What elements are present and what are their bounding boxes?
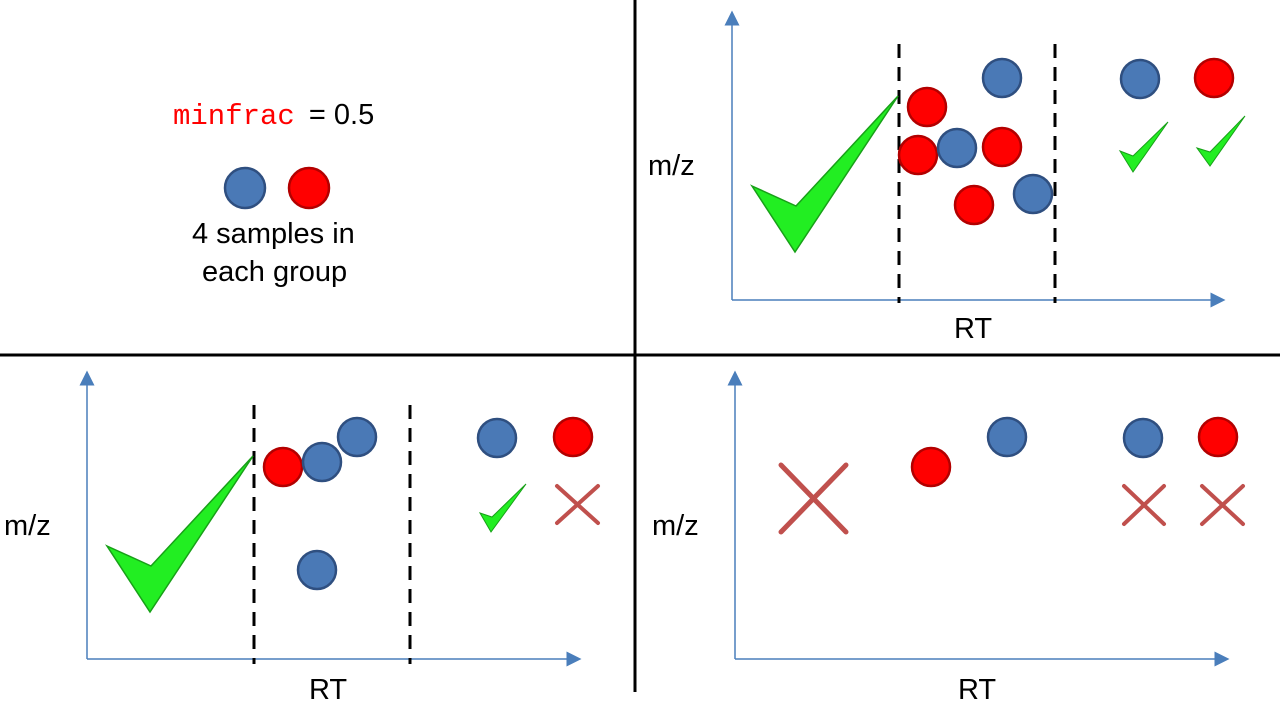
group-red-status-circle xyxy=(552,416,594,458)
y-axis-label: m/z xyxy=(648,150,695,182)
peak-red xyxy=(897,134,939,176)
peak-blue xyxy=(986,416,1028,458)
x-axis-label: RT xyxy=(954,313,993,345)
peak-blue xyxy=(981,57,1023,99)
peak-red xyxy=(906,86,948,128)
peak-blue xyxy=(1012,173,1054,215)
check-icon xyxy=(478,483,527,533)
panel-bottom-right xyxy=(727,370,1245,667)
group-blue-status-circle xyxy=(1119,58,1161,100)
panel-bottom-left xyxy=(79,370,600,667)
check-icon xyxy=(749,95,899,254)
panel-top-right xyxy=(724,10,1246,308)
group-blue-status-circle xyxy=(1122,417,1164,459)
peak-red xyxy=(981,126,1023,168)
peak-red xyxy=(262,446,304,488)
group-blue-status-circle xyxy=(476,417,518,459)
legend-blue-circle xyxy=(223,166,267,210)
param-value: = 0.5 xyxy=(308,99,375,131)
check-icon xyxy=(1195,115,1246,167)
check-icon xyxy=(1118,121,1169,173)
peak-blue xyxy=(296,549,338,591)
group-red-status-circle xyxy=(1197,416,1239,458)
check-icon xyxy=(104,455,254,614)
legend-red-circle xyxy=(287,166,331,210)
minfrac-parameter: minfrac = 0.5 xyxy=(173,99,374,133)
samples-caption-line1: 4 samples in xyxy=(192,218,355,250)
group-red-status-circle xyxy=(1193,57,1235,99)
param-name: minfrac xyxy=(173,100,295,133)
y-axis-label: m/z xyxy=(652,510,699,542)
cross-icon xyxy=(555,484,600,525)
samples-caption-line2: each group xyxy=(202,256,348,288)
peak-blue xyxy=(301,441,343,483)
peak-blue xyxy=(336,416,378,458)
cross-icon xyxy=(778,462,849,535)
y-axis-label: m/z xyxy=(4,510,51,542)
cross-icon xyxy=(1122,484,1166,526)
peak-blue xyxy=(936,127,978,169)
peak-red xyxy=(910,446,952,488)
peak-red xyxy=(953,184,995,226)
x-axis-label: RT xyxy=(958,674,997,706)
cross-icon xyxy=(1200,484,1245,526)
x-axis-label: RT xyxy=(309,674,348,706)
